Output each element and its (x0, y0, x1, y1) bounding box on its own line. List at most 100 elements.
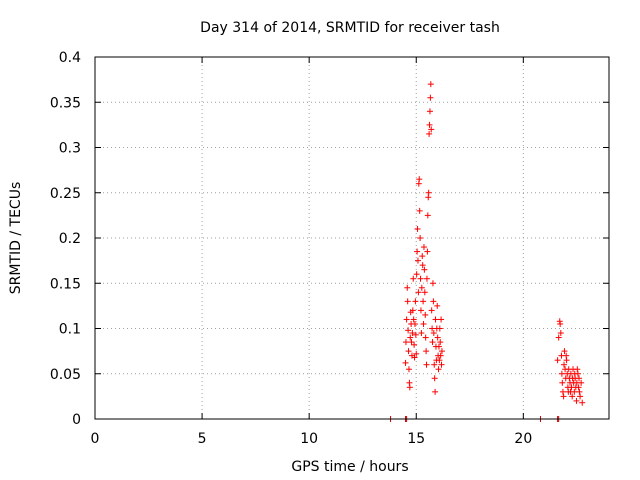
data-point (436, 357, 443, 364)
data-point (555, 334, 562, 341)
data-point (427, 94, 434, 101)
data-point (417, 235, 424, 241)
data-point (420, 320, 427, 327)
data-point (403, 316, 410, 323)
y-tick-label: 0.35 (50, 95, 81, 111)
x-axis-label: GPS time / hours (291, 459, 408, 475)
data-point (419, 262, 426, 269)
data-point (435, 366, 442, 373)
chart-title: Day 314 of 2014, SRMTID for receiver tas… (200, 20, 500, 36)
data-point (438, 361, 445, 368)
data-point (424, 212, 431, 219)
data-point (434, 302, 441, 309)
x-tick-label: 15 (407, 431, 425, 447)
data-point (411, 354, 418, 361)
y-tick-label: 0.05 (50, 367, 81, 383)
data-point (563, 357, 570, 364)
data-point (425, 189, 432, 196)
data-point (405, 348, 412, 355)
data-point (438, 348, 445, 355)
data-point (428, 126, 435, 133)
data-point (579, 399, 586, 406)
y-tick-label: 0.1 (59, 322, 81, 338)
data-point (430, 298, 437, 305)
data-point (412, 298, 419, 305)
data-point (421, 289, 428, 296)
data-point (438, 316, 445, 323)
axis-ticks (94, 56, 609, 420)
data-point (437, 339, 444, 346)
x-tick-label: 20 (514, 431, 532, 447)
data-point (402, 359, 409, 366)
y-tick-label: 0.3 (59, 141, 81, 157)
data-point (404, 298, 411, 305)
data-point (418, 330, 425, 337)
data-point (407, 334, 414, 341)
data-point (422, 311, 429, 318)
data-point (431, 375, 438, 382)
data-point (420, 244, 427, 251)
data-point (423, 348, 430, 355)
data-point (576, 375, 583, 382)
data-point (420, 298, 427, 305)
data-point (559, 379, 566, 386)
data-point (576, 388, 583, 395)
x-tick-label: 10 (300, 431, 318, 447)
data-point (426, 108, 433, 115)
data-point (410, 275, 417, 282)
data-point (559, 388, 566, 395)
data-point (574, 370, 581, 377)
data-point (417, 307, 424, 314)
data-point (571, 388, 578, 395)
data-point (408, 339, 415, 346)
data-point (573, 397, 580, 404)
data-point (577, 393, 584, 400)
data-point (409, 307, 416, 314)
data-point (427, 81, 434, 88)
data-point (432, 316, 439, 323)
data-point (426, 121, 433, 128)
x-tick-labels: 0 5 10 15 20 (91, 431, 533, 447)
y-axis-label: SRMTID / TECUs (8, 182, 24, 295)
data-points (387, 81, 586, 422)
data-point (429, 339, 436, 346)
data-point (421, 266, 428, 273)
data-point (405, 366, 412, 373)
data-point (418, 284, 425, 291)
data-point (404, 284, 411, 291)
data-point (413, 350, 420, 357)
x-tick-label: 0 (91, 431, 100, 447)
data-point (558, 370, 565, 377)
data-point (423, 275, 430, 282)
data-point (410, 316, 417, 323)
data-point (414, 257, 421, 264)
data-point (406, 384, 413, 391)
data-point (428, 307, 435, 314)
data-point (574, 366, 581, 373)
x-tick-label: 5 (198, 431, 207, 447)
data-point (413, 271, 420, 278)
y-tick-labels: 0 0.05 0.1 0.15 0.2 0.25 0.3 0.35 0.4 (50, 50, 81, 428)
data-point (416, 207, 423, 214)
grid-lines (95, 57, 609, 419)
y-tick-label: 0 (72, 412, 81, 428)
data-point (437, 352, 444, 359)
data-point (434, 334, 441, 341)
data-point (411, 341, 418, 348)
y-tick-label: 0.15 (50, 276, 81, 292)
data-point (402, 339, 409, 346)
data-point (429, 280, 436, 287)
data-point (424, 248, 431, 255)
data-point (411, 320, 418, 327)
data-point (432, 388, 439, 395)
data-point (569, 393, 576, 400)
data-point (405, 327, 412, 334)
data-point (557, 330, 564, 337)
data-point (422, 334, 429, 341)
data-point (561, 361, 568, 368)
data-point (423, 361, 430, 368)
data-point (561, 348, 568, 355)
data-point (409, 330, 416, 337)
data-point (419, 253, 426, 260)
